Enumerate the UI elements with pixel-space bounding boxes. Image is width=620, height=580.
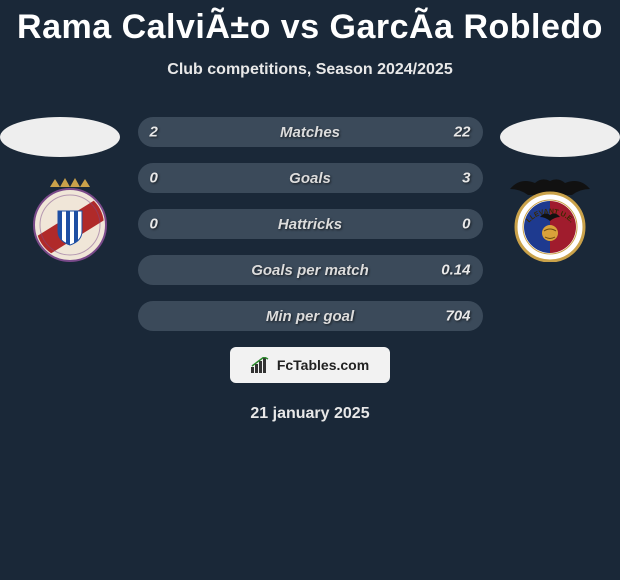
stat-left-value: 0 [150, 216, 158, 233]
stat-label: Goals per match [251, 262, 369, 279]
stat-row: 0 Goals 3 [138, 163, 483, 193]
player-left-placeholder [0, 117, 120, 157]
stat-right-value: 0 [462, 216, 470, 233]
fctables-watermark: FcTables.com [230, 347, 390, 383]
stat-label: Min per goal [266, 308, 354, 325]
club-crest-left [20, 177, 120, 262]
club-crest-right: LLEVANT U.E. [500, 177, 600, 262]
stat-row: Min per goal 704 [138, 301, 483, 331]
page-title: Rama CalviÃ±o vs GarcÃ­a Robledo [0, 0, 620, 47]
stat-label: Matches [280, 124, 340, 141]
stat-left-value: 2 [150, 124, 158, 141]
stat-row: 2 Matches 22 [138, 117, 483, 147]
stat-right-value: 704 [445, 308, 470, 325]
fctables-label: FcTables.com [277, 357, 369, 373]
subtitle: Club competitions, Season 2024/2025 [0, 61, 620, 79]
stat-right-value: 3 [462, 170, 470, 187]
levante-crest-icon: LLEVANT U.E. [500, 177, 600, 262]
bar-chart-icon [251, 357, 271, 373]
stat-right-value: 0.14 [441, 262, 470, 279]
comparison-area: LLEVANT U.E. 2 Matches 22 0 Goals 3 0 Ha… [0, 117, 620, 423]
player-right-placeholder [500, 117, 620, 157]
stat-right-value: 22 [454, 124, 471, 141]
stat-label: Goals [289, 170, 331, 187]
stat-left-value: 0 [150, 170, 158, 187]
stat-row: Goals per match 0.14 [138, 255, 483, 285]
stat-row: 0 Hattricks 0 [138, 209, 483, 239]
stats-list: 2 Matches 22 0 Goals 3 0 Hattricks 0 Goa… [138, 117, 483, 331]
deportivo-crest-icon [20, 177, 120, 262]
stat-label: Hattricks [278, 216, 342, 233]
date-label: 21 january 2025 [0, 405, 620, 423]
